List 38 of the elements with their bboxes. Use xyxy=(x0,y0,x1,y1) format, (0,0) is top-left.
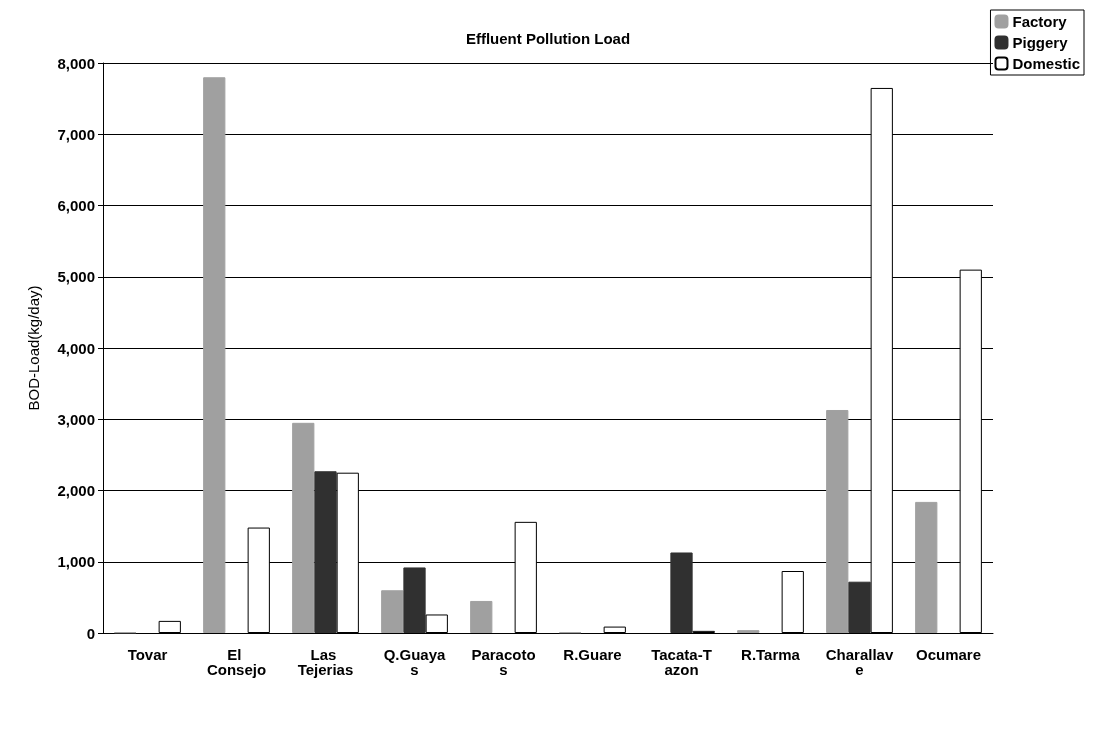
x-tick-label: Las Tejerias xyxy=(297,646,354,678)
bar xyxy=(781,571,804,633)
x-tick-label: R.Tarma xyxy=(741,646,801,663)
x-tick-label: Paracotos xyxy=(471,646,536,678)
y-tick-label: 6,000 xyxy=(57,197,95,214)
legend-label: Piggery xyxy=(1012,34,1069,51)
bar xyxy=(425,614,448,633)
bar xyxy=(403,567,426,633)
bar xyxy=(915,501,938,633)
x-tick-label: Charallave xyxy=(825,646,894,678)
y-tick-label: 8,000 xyxy=(57,54,95,72)
bar xyxy=(848,581,871,633)
x-tick-label: Tovar xyxy=(127,646,168,663)
y-tick-label: 3,000 xyxy=(57,410,95,428)
legend-label: Factory xyxy=(1012,13,1068,30)
y-tick-label: 2,000 xyxy=(57,482,95,499)
x-tick-label: R.Guare xyxy=(563,646,622,663)
y-axis-title: BOD-Load(kg/day) xyxy=(25,285,42,411)
bar xyxy=(158,620,181,633)
chart-title: Effluent Pollution Load xyxy=(465,30,631,47)
x-tick-label: Q.Guayas xyxy=(383,646,446,678)
x-tick-label: Ocumare xyxy=(915,646,982,663)
x-tick-label: El Consejo xyxy=(206,646,267,678)
bar xyxy=(826,409,849,633)
bar xyxy=(670,552,693,633)
bar xyxy=(603,626,626,633)
legend-label: Domestic xyxy=(1012,55,1081,72)
bar xyxy=(381,590,404,633)
x-tick-label: Tacata-Tazon xyxy=(651,646,712,678)
bar xyxy=(314,471,337,633)
y-tick-label: 5,000 xyxy=(57,268,95,286)
y-tick-label: 4,000 xyxy=(57,339,95,357)
bar xyxy=(292,422,315,633)
bar xyxy=(203,77,226,633)
bar xyxy=(470,600,493,633)
y-tick-label: 0 xyxy=(86,624,95,642)
y-tick-label: 1,000 xyxy=(57,553,95,571)
y-tick-label: 7,000 xyxy=(57,125,95,143)
